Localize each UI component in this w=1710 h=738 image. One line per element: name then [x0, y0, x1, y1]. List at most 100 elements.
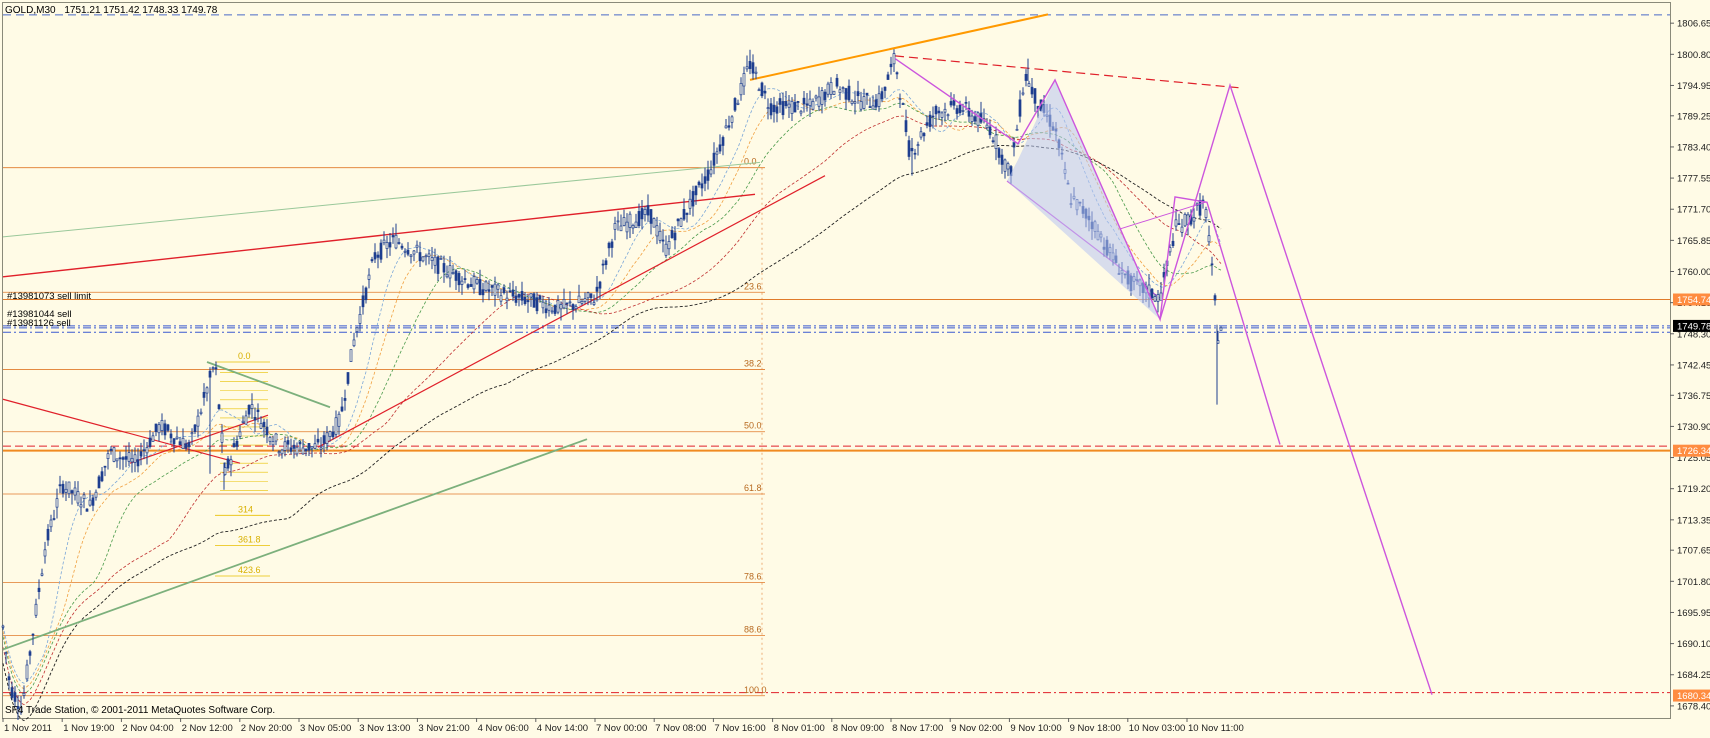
candle — [193, 423, 197, 435]
candle — [424, 253, 428, 266]
candle — [703, 167, 707, 192]
candle — [856, 80, 860, 104]
candle-body — [172, 438, 176, 445]
x-tick-label-1: 1 Nov 19:00 — [63, 723, 114, 734]
candle — [43, 541, 47, 564]
candle — [631, 223, 635, 234]
x-tick-label-13: 8 Nov 01:00 — [774, 723, 825, 734]
candle-body — [841, 87, 845, 89]
candle-body — [790, 100, 794, 114]
candle-body — [721, 137, 725, 146]
candle-body — [643, 209, 647, 215]
candle-body — [430, 257, 434, 261]
pattern-lines — [894, 57, 1433, 695]
ma-red — [2, 115, 1222, 706]
candle — [31, 633, 35, 646]
candle-body — [181, 437, 185, 449]
candle — [727, 115, 731, 131]
candle-body — [76, 491, 80, 504]
candle-body — [934, 106, 938, 115]
candle — [382, 231, 386, 246]
candle — [658, 222, 662, 244]
candle-body — [319, 447, 323, 450]
candle-body — [667, 241, 671, 250]
candle-body — [1027, 83, 1031, 87]
candle — [169, 429, 173, 444]
candle — [301, 439, 305, 455]
candle-body — [145, 447, 149, 454]
candle — [16, 695, 20, 720]
candle-body — [136, 459, 140, 467]
trend-green-faint — [2, 161, 761, 238]
candle — [517, 293, 521, 307]
candle-body — [775, 106, 779, 114]
channel-fill — [1007, 79, 1160, 320]
candle — [745, 55, 749, 72]
candle-body — [40, 573, 44, 576]
candle-body — [22, 692, 26, 696]
candle-body — [709, 169, 713, 175]
candle — [754, 66, 758, 80]
candle-body — [205, 387, 209, 394]
candle-body — [886, 74, 890, 80]
candle — [475, 276, 479, 285]
candle — [637, 203, 641, 229]
candle — [253, 407, 257, 432]
candle — [151, 432, 155, 442]
candle-body — [346, 372, 350, 384]
candle-body — [403, 250, 407, 253]
candle-body — [439, 258, 443, 260]
candle — [559, 301, 563, 321]
candle-body — [1000, 154, 1004, 165]
candle — [22, 685, 26, 699]
y-tick-label-7: 1765.85 — [1677, 236, 1710, 247]
y-tick-label-3: 1789.25 — [1677, 111, 1710, 122]
order-label-0[interactable]: #13981073 sell limit — [7, 291, 91, 302]
candle — [403, 248, 407, 258]
candle-body — [112, 447, 116, 462]
candle-body — [253, 417, 257, 421]
candle — [1024, 69, 1028, 87]
candle — [1213, 293, 1217, 306]
candle — [712, 142, 716, 175]
candle — [148, 430, 152, 449]
candle-body — [259, 423, 263, 429]
candle-body — [577, 295, 581, 304]
candle — [1006, 161, 1010, 177]
candle — [463, 269, 467, 284]
order-label-2[interactable]: #13981126 sell — [7, 318, 71, 329]
candle-body — [262, 421, 266, 428]
y-tick-label-16: 1713.35 — [1677, 515, 1710, 526]
candle — [571, 303, 575, 320]
candle — [118, 451, 122, 470]
candle — [763, 85, 767, 100]
candle — [640, 199, 644, 230]
candle — [1192, 208, 1196, 229]
candle-body — [658, 230, 662, 241]
candle — [796, 101, 800, 110]
candle — [334, 410, 338, 438]
candle-body — [571, 304, 575, 310]
candle — [766, 98, 770, 120]
candle — [502, 284, 506, 295]
candle-body — [157, 424, 161, 434]
candle-body — [1210, 263, 1214, 266]
candle-body — [817, 96, 821, 107]
candle — [412, 250, 416, 262]
candle-body — [388, 242, 392, 248]
order-label-1[interactable]: #13981044 sell — [7, 309, 71, 320]
candle-body — [745, 66, 749, 70]
candle — [289, 438, 293, 455]
candle-body — [286, 440, 290, 445]
candle-body — [892, 53, 896, 65]
candle-body — [448, 265, 452, 279]
candle-body — [475, 279, 479, 284]
ma-black — [2, 145, 1222, 722]
candle — [850, 99, 854, 106]
candle — [160, 413, 164, 436]
plot-border — [2, 2, 1671, 719]
price-tag-bg-0 — [1673, 293, 1710, 306]
candle — [988, 119, 992, 139]
